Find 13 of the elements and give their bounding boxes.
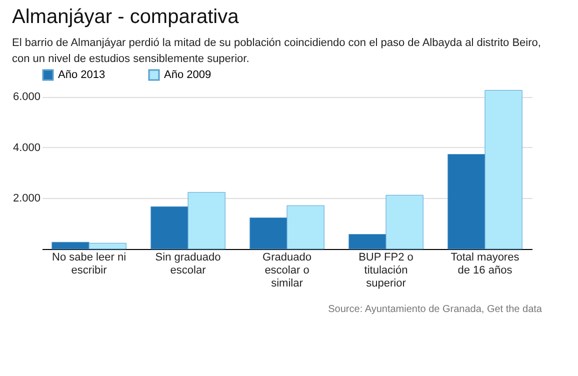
x-tick-label: Total mayores de 16 años — [450, 252, 520, 276]
chart-subtitle: El barrio de Almanjáyar perdió la mitad de su población coincidiendo con el paso de Albayda al distrito Beiro, con un nivel de estudios sensiblemente superior. — [12, 36, 542, 67]
y-tick-label: 6.000 — [12, 91, 40, 104]
x-tick-label: BUP FP2 o titulación superior — [358, 252, 414, 290]
y-tick-label: 4.000 — [12, 142, 40, 154]
chart-title: Almanjáyar - comparativa — [12, 6, 240, 29]
x-tick-label: Sin graduado escolar — [155, 252, 221, 276]
x-tick-label: No sabe leer ni escribir — [52, 252, 126, 276]
source-note: Source: Ayuntamiento de Granada, Get the data — [327, 304, 542, 315]
x-tick-label: Graduado escolar o similar — [262, 252, 312, 290]
legend-label: Año 2009 — [164, 69, 212, 81]
y-tick-label: 2.000 — [12, 192, 40, 205]
legend-label: Año 2013 — [58, 69, 106, 81]
